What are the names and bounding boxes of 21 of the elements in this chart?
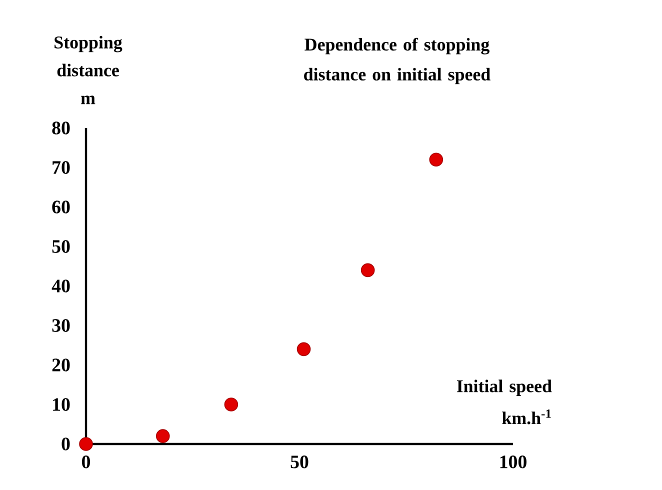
- y-tick-label: 50: [52, 240, 70, 253]
- point: [224, 398, 238, 412]
- y-tick-label: 20: [52, 358, 70, 372]
- x-tick-label: 50: [290, 456, 308, 468]
- y-tick-label: 80: [52, 122, 70, 134]
- point: [360, 263, 375, 278]
- point: [79, 437, 93, 451]
- point: [156, 429, 170, 443]
- y-axis-title: Stopping distance m: [54, 36, 122, 104]
- x-axis-title: Initial speed km.h$^{-1}$: [456, 380, 552, 424]
- y-tick-label: 0: [62, 438, 70, 450]
- y-tick-label: 40: [52, 280, 70, 292]
- chart-title: Dependence of stopping distance on initial speed: [304, 38, 490, 84]
- y-tick-label: 70: [52, 161, 70, 174]
- point: [429, 152, 444, 166]
- x-tick-label: 100: [500, 456, 526, 468]
- point: [296, 342, 311, 356]
- y-tick-label: 60: [52, 200, 70, 214]
- y-tick-label: 30: [52, 319, 70, 332]
- y-tick-label: 10: [53, 398, 70, 411]
- x-tick-label: 0: [82, 456, 90, 468]
